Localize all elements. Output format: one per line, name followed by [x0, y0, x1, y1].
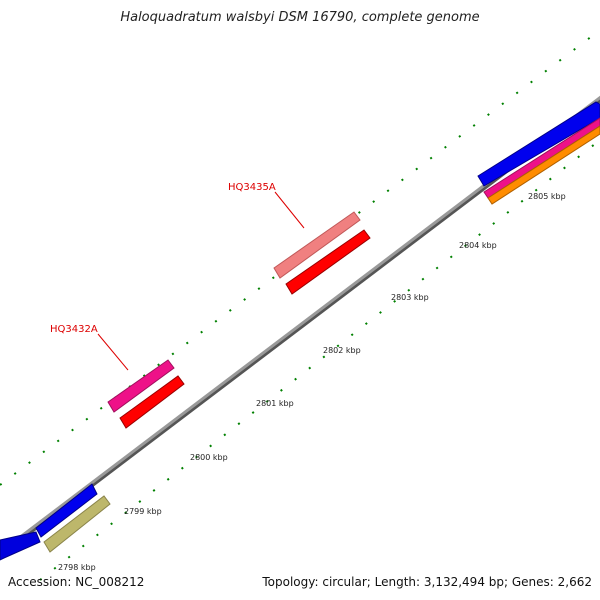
- olive-gene-feature[interactable]: [43, 495, 111, 553]
- tick-label: 2803 kbp: [391, 293, 429, 302]
- tick-label: 2801 kbp: [256, 399, 294, 408]
- orange-gene-feature[interactable]: [487, 125, 600, 205]
- tick-label: 2800 kbp: [190, 453, 228, 462]
- red-gene-feature[interactable]: [119, 375, 185, 429]
- tick-label: 2802 kbp: [323, 346, 361, 355]
- magenta-gene-feature[interactable]: [483, 117, 600, 199]
- tick-label: 2799 kbp: [124, 507, 162, 516]
- red-gene-feature[interactable]: [285, 229, 371, 295]
- gene-label-hq3432a[interactable]: HQ3432A: [50, 324, 98, 335]
- blue-gene-feature[interactable]: [477, 101, 600, 187]
- magenta-gene-feature[interactable]: [107, 359, 175, 413]
- pink-gene-feature[interactable]: [273, 211, 361, 279]
- genome-title: Haloquadratum walsbyi DSM 16790, complet…: [120, 10, 480, 25]
- leader-line-hq3435a: [274, 191, 305, 229]
- gene-label-hq3435a[interactable]: HQ3435A: [228, 182, 276, 193]
- tick-label: 2798 kbp: [58, 563, 96, 572]
- accession-label: Accession: NC_008212: [8, 575, 145, 589]
- genome-summary: Topology: circular; Length: 3,132,494 bp…: [262, 575, 592, 589]
- leader-line-hq3432a: [97, 333, 129, 371]
- tick-label: 2805 kbp: [528, 192, 566, 201]
- blue-gene-feature[interactable]: [35, 483, 98, 538]
- tick-label: 2804 kbp: [459, 241, 497, 250]
- blue-gene-feature[interactable]: [0, 531, 41, 561]
